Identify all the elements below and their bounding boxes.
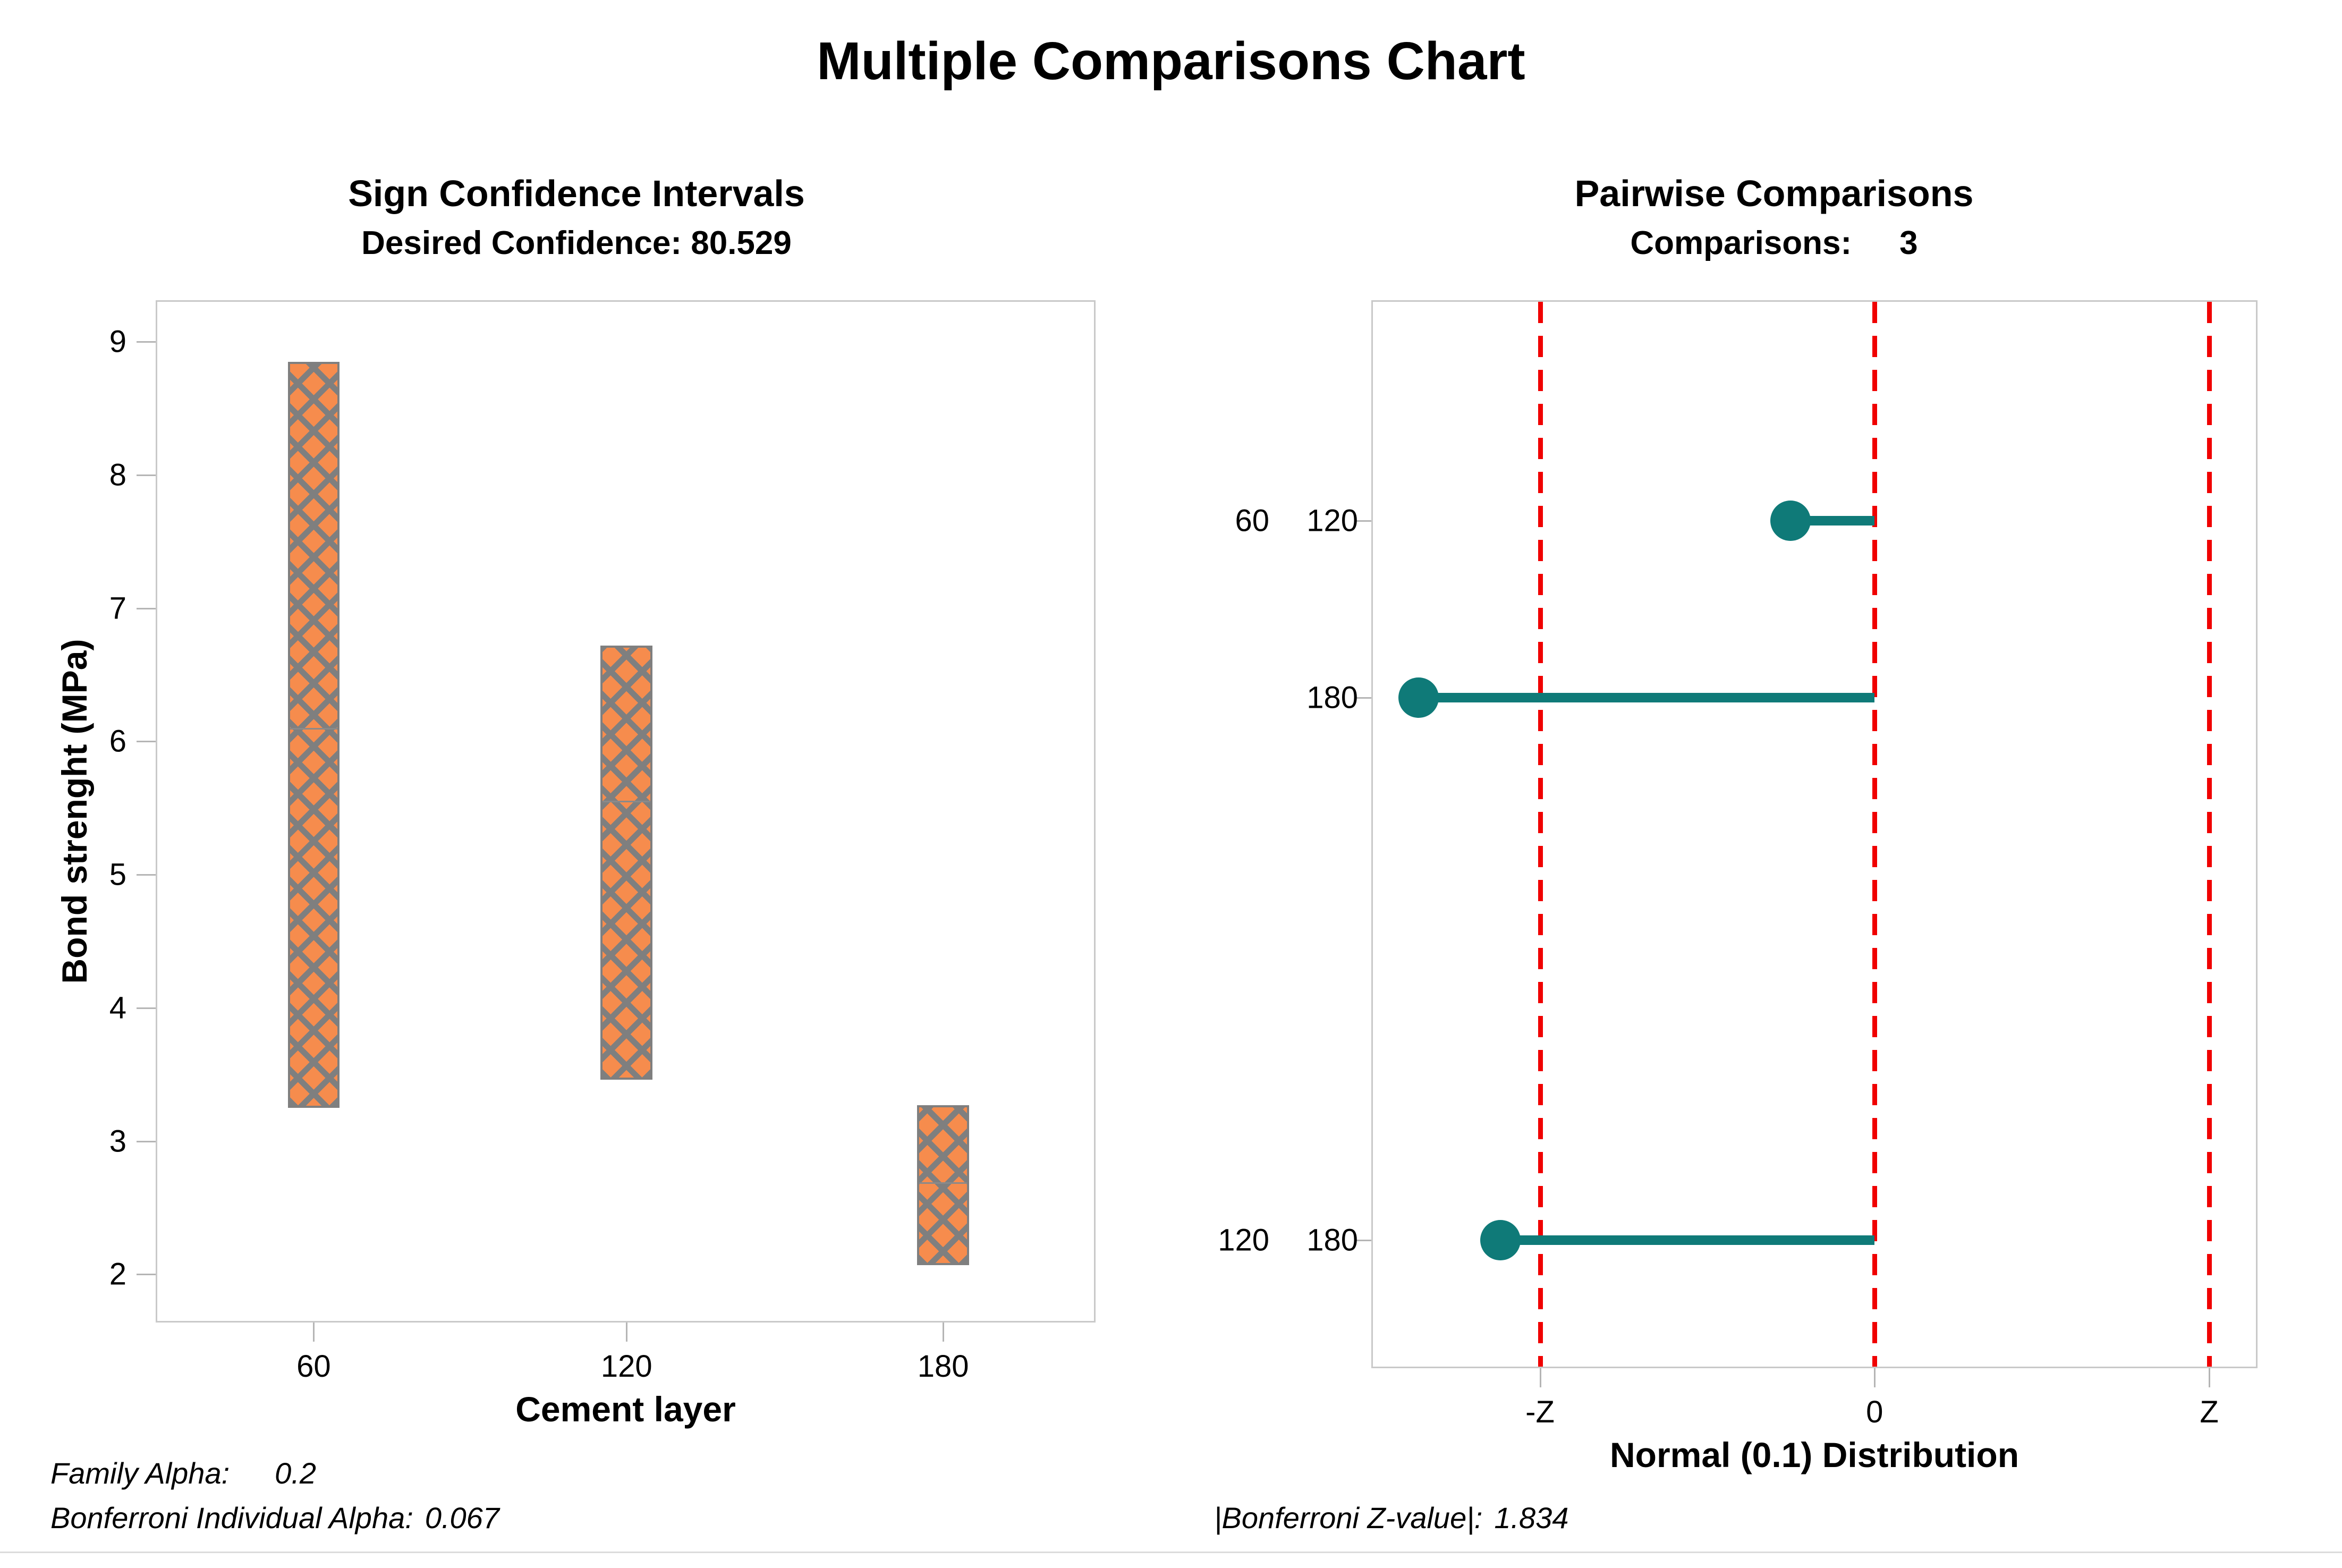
row-axis-tick [1355,697,1371,699]
comparison-row-label: 60 [1235,503,1269,538]
sample-median-line [290,728,338,730]
y-axis-tick-label: 5 [109,857,126,892]
z-reference-line [1538,302,1543,1367]
right-panel-subtitle: Comparisons: 3 [1206,224,2342,262]
comparison-row-label: 120 [1306,503,1358,538]
x-axis-title-right: Normal (0.1) Distribution [1609,1435,2019,1474]
bottom-divider [0,1552,2342,1553]
y-axis-tick [137,607,156,609]
comparison-row-label: 120 [1218,1223,1269,1258]
right-panel-title: Pairwise Comparisons [1574,173,1974,214]
footnote-spacer [1482,1501,1494,1535]
x-axis-tick-label: 60 [296,1349,331,1384]
comparison-row-label: 180 [1306,680,1358,715]
y-axis-tick [137,474,156,476]
y-axis-tick-label: 6 [109,724,126,759]
bonferroni-z-value: 1.834 [1494,1501,1569,1535]
comparison-row-label: 180 [1306,1223,1358,1258]
y-axis-tick-label: 4 [109,990,126,1025]
x-axis-tick [943,1323,945,1342]
y-axis-tick-label: 9 [109,324,126,359]
family-alpha-label: Family Alpha: [50,1456,230,1490]
left-panel-header: Sign Confidence Intervals Desired Confid… [0,174,1153,262]
comparison-interval-segment [1500,1235,1875,1245]
y-axis-tick [137,741,156,743]
y-axis-tick [137,1007,156,1009]
y-axis-tick [137,874,156,876]
bonferroni-alpha-label: Bonferroni Individual Alpha: [50,1501,413,1535]
confidence-interval-bar [917,1105,969,1265]
sample-median-line [919,1182,967,1184]
x-axis-tick [626,1323,628,1342]
footnote-bonferroni-z: |Bonferroni Z-value|: 1.834 [1214,1501,1568,1535]
x-axis-tick-label: 180 [917,1349,969,1384]
family-alpha-value: 0.2 [275,1456,317,1490]
x-axis-tick-label: 120 [600,1349,652,1384]
confidence-interval-bar [287,361,340,1108]
right-plot-frame: Normal (0.1) Distribution -Z 0 Z 60 120 180 12… [1218,300,2258,1474]
comparison-interval-segment [1418,692,1875,702]
y-axis-tick-label: 2 [109,1257,126,1292]
footnote-family-alpha: Family Alpha: 0.2 [50,1456,316,1490]
footnote-spacer [230,1456,275,1490]
left-plot-frame: Cement layer 9 8 7 6 5 4 3 2 60 120 180 [109,300,1096,1429]
bonferroni-alpha-value: 0.067 [425,1501,499,1535]
footnote-spacer [413,1501,425,1535]
y-axis-tick [137,1140,156,1142]
sample-median-line [603,800,651,802]
y-axis-tick [137,1274,156,1276]
comparisons-count: 3 [1899,224,1918,261]
z-reference-line [1872,302,1878,1367]
comparison-dot [1770,500,1811,541]
page-title: Multiple Comparisons Chart [817,31,1525,91]
x-axis-title-left: Cement layer [515,1389,736,1429]
footnote-bonferroni-alpha: Bonferroni Individual Alpha: 0.067 [50,1501,499,1535]
bonferroni-z-label: |Bonferroni Z-value|: [1214,1501,1483,1535]
comparison-dot [1480,1219,1521,1260]
comparison-interval-segment [1791,515,1875,526]
y-axis-title: Bond strenght (MPa) [55,639,94,984]
row-axis-tick [1355,520,1371,522]
left-panel-title: Sign Confidence Intervals [348,173,805,214]
x-axis-tick-label: Z [2200,1395,2219,1429]
confidence-interval-bar [600,645,653,1080]
comparison-dot [1398,677,1439,718]
left-panel-subtitle: Desired Confidence: 80.529 [361,224,792,261]
z-reference-line [2207,302,2212,1367]
y-axis-tick-label: 7 [109,591,126,626]
right-panel-header: Pairwise Comparisons Comparisons: 3 [1206,174,2342,262]
x-axis-tick [1539,1368,1541,1387]
row-axis-tick [1355,1239,1371,1241]
x-axis-tick [313,1323,315,1342]
x-axis-tick [2209,1368,2211,1387]
comparisons-label: Comparisons: [1630,224,1852,261]
y-axis-tick-label: 8 [109,457,126,493]
x-axis-tick-label: 0 [1866,1395,1883,1429]
y-axis-tick [137,341,156,343]
x-axis-tick [1874,1368,1876,1387]
x-axis-tick-label: -Z [1525,1395,1555,1429]
y-axis-tick-label: 3 [109,1124,126,1159]
